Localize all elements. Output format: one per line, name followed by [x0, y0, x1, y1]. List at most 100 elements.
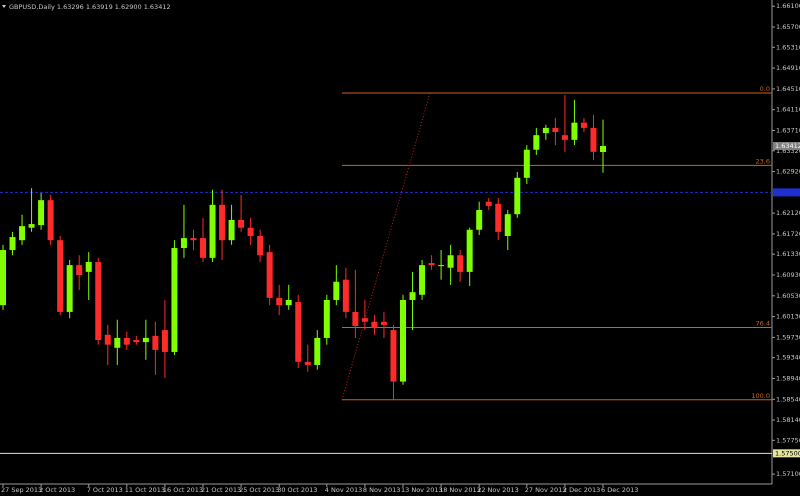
x-tick-label: 21 Oct 2013 — [201, 486, 241, 494]
candle-body — [209, 204, 216, 258]
candle-body — [57, 240, 64, 312]
candle-body — [171, 247, 178, 352]
x-tick-label: 13 Nov 2013 — [401, 486, 443, 494]
fib-level-label: 100.0 — [751, 392, 770, 400]
y-tick-label: 1.61330 — [776, 250, 800, 258]
y-tick-label: 1.62120 — [776, 209, 800, 217]
candle-body — [0, 250, 6, 306]
price-label: 1.63412 — [775, 142, 800, 150]
yellow-line-label: 1.57500 — [775, 449, 800, 457]
candle-body — [428, 263, 435, 266]
candle-body — [104, 334, 111, 345]
candle-body — [590, 127, 597, 152]
x-tick-label: 11 Oct 2013 — [125, 486, 165, 494]
candle-body — [95, 262, 102, 340]
candle-body — [533, 135, 540, 150]
candle-body — [457, 255, 464, 272]
candle-body — [123, 337, 130, 345]
y-tick-label: 1.64110 — [776, 106, 800, 114]
y-tick-label: 1.61720 — [776, 230, 800, 238]
x-tick-label: 16 Oct 2013 — [163, 486, 203, 494]
y-tick-label: 1.65310 — [776, 43, 800, 51]
candle-body — [190, 238, 197, 241]
candle-body — [180, 238, 187, 248]
candle-body — [152, 335, 159, 350]
candle-body — [561, 135, 568, 140]
header-icon — [2, 5, 6, 8]
candle-body — [466, 229, 473, 272]
candle-body — [523, 149, 530, 178]
candle-body — [580, 122, 587, 128]
y-tick-label: 1.58540 — [776, 395, 800, 403]
candle-body — [400, 299, 406, 382]
x-tick-label: 8 Nov 2013 — [363, 486, 401, 494]
candle-body — [76, 265, 83, 276]
candle-body — [276, 297, 283, 306]
yellow-line-label-bg — [773, 449, 800, 458]
chart-header: GBPUSD,Daily 1.63296 1.63919 1.62900 1.6… — [9, 3, 171, 11]
candle-body — [342, 279, 349, 312]
fib-level-label: 0.0 — [760, 85, 770, 93]
candle-body — [504, 214, 511, 237]
candle-body — [333, 281, 340, 300]
candle-body — [247, 227, 254, 237]
y-tick-label: 1.64910 — [776, 64, 800, 72]
candle-body — [514, 177, 521, 215]
fib-level-label: 76.4 — [756, 320, 770, 328]
y-tick-label: 1.60130 — [776, 313, 800, 321]
candle-body — [552, 127, 559, 133]
y-tick-label: 1.63320 — [776, 147, 800, 155]
candle-body — [9, 237, 16, 251]
candle-body — [361, 318, 368, 322]
candle-body — [323, 299, 330, 338]
candle-body — [571, 122, 578, 140]
candle-body — [371, 321, 378, 329]
candle-body — [409, 292, 416, 300]
candle-body — [447, 255, 454, 268]
candle-body — [266, 252, 273, 298]
candle-body — [419, 265, 426, 295]
y-tick-label: 1.60530 — [776, 292, 800, 300]
y-tick-label: 1.57100 — [776, 470, 800, 478]
y-tick-label: 1.58940 — [776, 374, 800, 382]
candle-body — [304, 361, 311, 365]
candle-body — [66, 265, 73, 312]
candle-body — [485, 201, 492, 206]
candle-body — [228, 219, 235, 241]
x-tick-label: 27 Sep 2013 — [1, 486, 42, 494]
y-tick-label: 1.57750 — [776, 436, 800, 444]
y-tick-label: 1.64510 — [776, 85, 800, 93]
x-tick-label: 4 Nov 2013 — [325, 486, 363, 494]
candle-body — [28, 224, 35, 228]
candle-body — [390, 330, 397, 382]
candle-body — [495, 203, 502, 232]
candle-body — [600, 145, 606, 153]
candle-body — [85, 262, 92, 272]
x-tick-label: 30 Oct 2013 — [277, 486, 317, 494]
candle-body — [285, 299, 292, 306]
candle-body — [352, 311, 359, 326]
candle-body — [295, 302, 302, 362]
x-tick-label: 2 Oct 2013 — [39, 486, 75, 494]
x-tick-label: 25 Oct 2013 — [239, 486, 279, 494]
y-tick-label: 1.58140 — [776, 416, 800, 424]
candle-body — [542, 127, 549, 134]
x-tick-label: 27 Nov 2013 — [525, 486, 567, 494]
y-tick-label: 1.59340 — [776, 354, 800, 362]
candle-body — [142, 337, 149, 343]
x-tick-label: 7 Oct 2013 — [87, 486, 123, 494]
price-label-bg — [773, 141, 800, 150]
candle-body — [133, 339, 140, 343]
x-tick-label: 2 Dec 2013 — [563, 486, 600, 494]
candle-body — [314, 337, 321, 365]
candle-body — [161, 330, 168, 352]
candle-body — [47, 200, 54, 241]
candle-body — [19, 226, 26, 241]
fib-trendline — [341, 92, 431, 400]
x-tick-label: 18 Nov 2013 — [439, 486, 481, 494]
candle-body — [200, 238, 206, 258]
y-tick-label: 1.65700 — [776, 23, 800, 31]
